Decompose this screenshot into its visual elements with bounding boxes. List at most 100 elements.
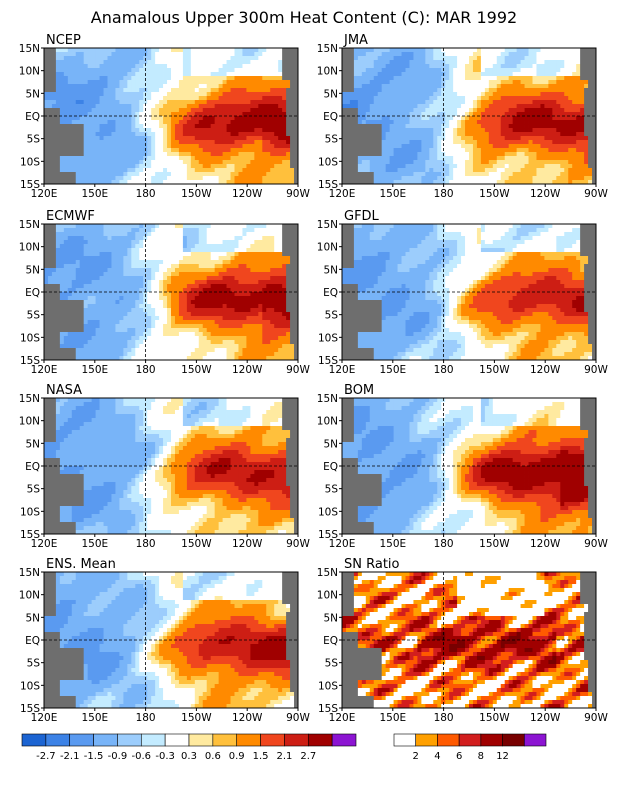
heatmap-cell	[381, 80, 387, 85]
heatmap-cell	[178, 152, 184, 157]
heatmap-cell	[425, 52, 430, 57]
heatmap-cell	[500, 76, 506, 81]
heatmap-cell	[155, 136, 160, 141]
heatmap-cell	[246, 100, 251, 105]
heatmap-cell	[552, 68, 557, 73]
heatmap-cell	[437, 152, 442, 157]
heatmap-cell	[353, 124, 359, 129]
heatmap-cell	[206, 60, 212, 65]
heatmap-cell	[568, 160, 573, 165]
heatmap-cell	[568, 128, 573, 133]
heatmap-cell	[520, 96, 525, 101]
heatmap-cell	[393, 116, 398, 121]
heatmap-cell	[44, 180, 49, 185]
heatmap-cell	[119, 112, 124, 117]
heatmap-cell	[556, 52, 561, 57]
heatmap-cell	[262, 140, 267, 145]
heatmap-cell	[274, 72, 279, 77]
heatmap-cell	[226, 172, 231, 177]
heatmap-cell	[433, 52, 438, 57]
heatmap-cell	[556, 152, 561, 157]
heatmap-cell	[528, 72, 533, 77]
heatmap-cell	[294, 88, 299, 93]
heatmap-cell	[361, 48, 367, 53]
heatmap-cell	[449, 96, 454, 101]
heatmap-cell	[421, 72, 426, 77]
heatmap-cell	[560, 80, 565, 85]
heatmap-cell	[79, 164, 85, 169]
heatmap-cell	[469, 152, 474, 157]
heatmap-cell	[417, 180, 422, 185]
heatmap-cell	[278, 124, 283, 129]
heatmap-cell	[111, 76, 116, 81]
heatmap-cell	[405, 64, 410, 69]
heatmap-cell	[83, 244, 89, 249]
heatmap-cell	[504, 80, 510, 85]
heatmap-cell	[75, 140, 81, 145]
heatmap-cell	[234, 164, 239, 169]
heatmap-cell	[472, 56, 478, 61]
heatmap-cell	[389, 156, 394, 161]
heatmap-cell	[159, 180, 164, 185]
heatmap-cell	[425, 100, 430, 105]
heatmap-cell	[258, 92, 263, 97]
heatmap-cell	[290, 180, 295, 185]
heatmap-cell	[536, 120, 541, 125]
heatmap-cell	[528, 148, 533, 153]
heatmap-cell	[226, 116, 231, 121]
heatmap-cell	[202, 92, 208, 97]
heatmap-cell	[286, 108, 291, 113]
heatmap-cell	[286, 68, 291, 73]
heatmap-cell	[194, 64, 200, 69]
heatmap-cell	[135, 68, 140, 73]
heatmap-cell	[520, 84, 525, 89]
heatmap-cell	[59, 112, 65, 117]
heatmap-cell	[67, 80, 73, 85]
heatmap-cell	[469, 112, 474, 117]
heatmap-cell	[453, 172, 458, 177]
heatmap-cell	[67, 164, 73, 169]
heatmap-cell	[425, 48, 430, 53]
heatmap-cell	[540, 52, 545, 57]
heatmap-cell	[445, 104, 450, 109]
heatmap-cell	[484, 68, 490, 73]
heatmap-cell	[123, 96, 128, 101]
heatmap-cell	[206, 88, 212, 93]
heatmap-cell	[242, 224, 247, 229]
heatmap-cell	[496, 144, 502, 149]
heatmap-cell	[290, 248, 295, 253]
heatmap-cell	[508, 52, 514, 57]
heatmap-cell	[67, 112, 73, 117]
heatmap-cell	[198, 56, 204, 61]
heatmap-cell	[131, 248, 136, 253]
heatmap-cell	[520, 64, 525, 69]
heatmap-cell	[75, 256, 81, 261]
heatmap-cell	[516, 148, 521, 153]
heatmap-cell	[171, 92, 176, 97]
heatmap-cell	[174, 228, 180, 233]
heatmap-cell	[588, 152, 593, 157]
heatmap-cell	[111, 64, 116, 69]
heatmap-cell	[556, 180, 561, 185]
heatmap-cell	[540, 140, 545, 145]
heatmap-cell	[556, 168, 561, 173]
heatmap-cell	[572, 136, 577, 141]
heatmap-cell	[381, 108, 387, 113]
heatmap-cell	[218, 76, 223, 81]
heatmap-cell	[480, 120, 486, 125]
heatmap-cell	[139, 164, 144, 169]
heatmap-cell	[202, 88, 208, 93]
heatmap-cell	[504, 180, 510, 185]
heatmap-cell	[262, 60, 267, 65]
heatmap-cell	[198, 100, 204, 105]
heatmap-cell	[548, 164, 553, 169]
heatmap-cell	[83, 124, 89, 129]
heatmap-cell	[500, 112, 506, 117]
heatmap-cell	[182, 92, 188, 97]
heatmap-cell	[449, 100, 454, 105]
heatmap-cell	[115, 68, 120, 73]
heatmap-cell	[115, 236, 120, 241]
heatmap-cell	[238, 120, 243, 125]
heatmap-cell	[159, 164, 164, 169]
heatmap-cell	[71, 60, 77, 65]
